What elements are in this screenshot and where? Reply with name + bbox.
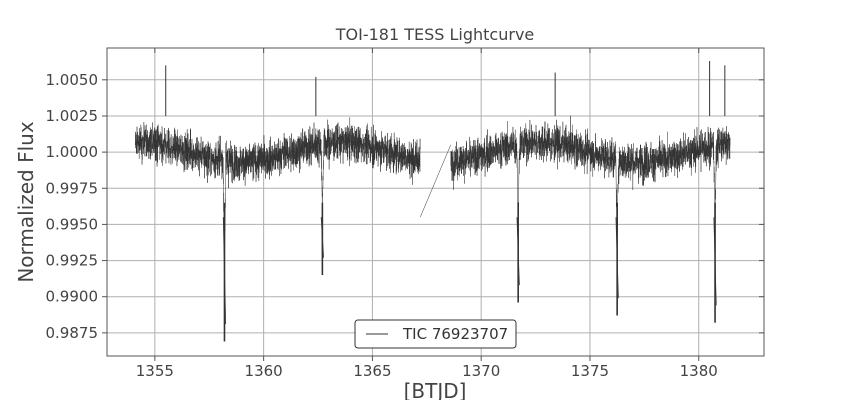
grid-layer <box>107 48 764 356</box>
y-axis-label: Normalized Flux <box>14 121 38 283</box>
lightcurve-series <box>135 115 731 269</box>
x-tick-label: 1365 <box>353 362 391 380</box>
legend: TIC 76923707 <box>354 319 517 349</box>
legend-label: TIC 76923707 <box>402 325 508 343</box>
y-tick-label: 1.0025 <box>46 107 99 125</box>
y-tick-label: 0.9975 <box>46 179 99 197</box>
y-tick-label: 1.0000 <box>46 143 99 161</box>
transit-dip-scatter <box>222 217 227 325</box>
x-axis-label: [BTJD] <box>404 379 467 400</box>
y-tick-label: 1.0050 <box>46 71 99 89</box>
legend-box <box>354 319 517 349</box>
transit-dip-scatter <box>320 217 324 258</box>
y-tick-label: 0.9875 <box>46 324 99 342</box>
tick-layer: 1355 1360 1365 1370 1375 1380 0.9875 0.9900 0.99… <box>46 48 764 380</box>
y-tick-label: 0.9900 <box>46 288 99 306</box>
y-tick-label: 0.9925 <box>46 252 99 270</box>
x-tick-label: 1355 <box>136 362 174 380</box>
plot-layer <box>135 61 731 342</box>
x-tick-label: 1375 <box>571 362 609 380</box>
x-tick-label: 1360 <box>245 362 283 380</box>
chart-title: TOI-181 TESS Lightcurve <box>335 25 535 44</box>
transit-dip-scatter <box>713 217 717 306</box>
frame-layer <box>106 47 765 357</box>
transit-dip-scatter <box>615 217 619 299</box>
transit-dip-scatter <box>516 217 520 286</box>
plot-frame <box>106 47 765 357</box>
x-tick-label: 1380 <box>680 362 718 380</box>
x-tick-label: 1370 <box>462 362 500 380</box>
y-tick-label: 0.9950 <box>46 215 99 233</box>
